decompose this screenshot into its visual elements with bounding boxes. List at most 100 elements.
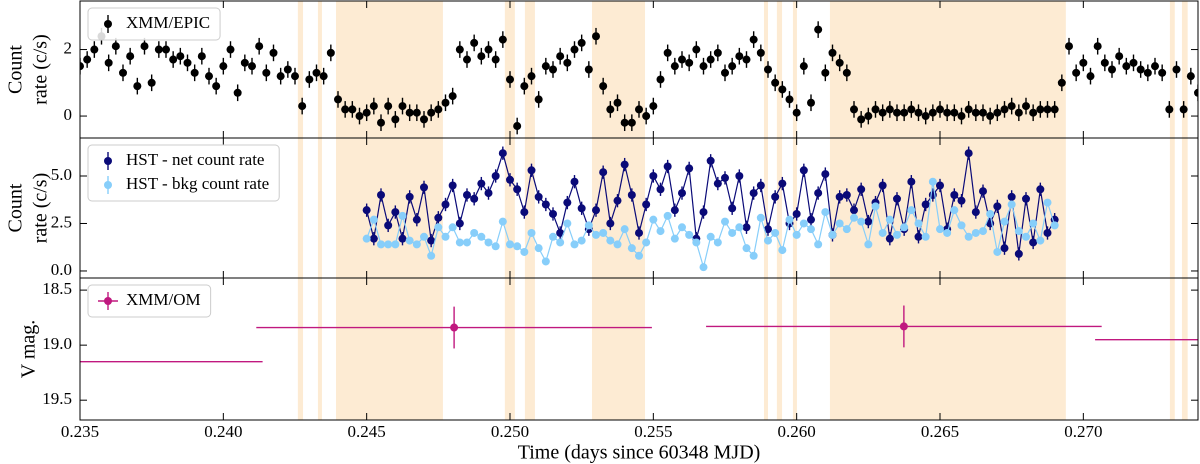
data-point (864, 217, 873, 226)
data-point (1036, 236, 1045, 245)
data-point (828, 230, 837, 239)
data-point (893, 194, 901, 203)
data-point (721, 68, 729, 77)
data-point (326, 48, 335, 57)
data-point (441, 232, 450, 241)
data-point (620, 225, 629, 234)
data-point (670, 234, 679, 243)
data-point (1115, 52, 1124, 61)
panel-axes: 0.235 0.240 0.245 0.250 0.255 0.260 0.265 0.270… (18, 277, 1199, 464)
data-point (979, 108, 987, 117)
data-point (957, 112, 966, 121)
data-point (513, 242, 522, 251)
data-point (369, 234, 378, 243)
data-point (262, 68, 271, 77)
data-point (721, 173, 729, 182)
panel (80, 1, 1198, 138)
shaded-interval (763, 138, 768, 278)
y-tick-label: 2 (64, 38, 73, 57)
shaded-interval (776, 278, 783, 420)
data-point (477, 52, 486, 61)
data-point (850, 206, 858, 215)
shaded-interval (792, 138, 797, 278)
data-point (950, 108, 959, 117)
data-point (520, 208, 529, 217)
data-point (541, 200, 550, 209)
data-point (742, 55, 751, 64)
data-point (1143, 68, 1152, 77)
data-point (219, 62, 228, 71)
data-point (1014, 227, 1023, 236)
data-point (979, 227, 987, 236)
data-point (713, 48, 722, 57)
shaded-interval (829, 278, 1066, 420)
data-point (678, 223, 686, 232)
data-point (556, 52, 565, 61)
data-point (971, 208, 980, 217)
shaded-interval (1169, 1, 1175, 138)
data-point (857, 115, 866, 124)
data-point (391, 240, 400, 249)
data-point (556, 228, 565, 237)
data-point (850, 213, 858, 222)
data-point (627, 244, 636, 253)
data-point (498, 149, 507, 158)
data-point (1043, 105, 1052, 114)
data-point (1093, 42, 1102, 51)
data-point (771, 192, 780, 201)
data-point (1014, 249, 1023, 258)
data-point (412, 215, 421, 224)
data-point (936, 181, 944, 190)
data-point (764, 236, 772, 245)
data-point (857, 217, 866, 226)
data-point (398, 234, 407, 243)
shaded-interval (1181, 138, 1188, 278)
data-point (276, 72, 285, 81)
data-point (1000, 217, 1009, 226)
data-point (728, 228, 737, 237)
data-point (957, 221, 966, 230)
legend-box (87, 284, 212, 318)
shaded-interval (591, 1, 646, 138)
data-point (61, 358, 69, 366)
data-point (398, 102, 407, 111)
data-point (1136, 65, 1145, 74)
shaded-interval (776, 1, 783, 138)
data-point (434, 213, 443, 222)
data-point (785, 215, 794, 224)
data-point (570, 45, 579, 54)
shaded-interval (829, 138, 1066, 278)
data-point (455, 238, 464, 247)
data-point (527, 228, 536, 237)
data-point (878, 228, 887, 237)
data-point (140, 42, 149, 51)
data-point (606, 219, 615, 228)
data-point (943, 228, 952, 237)
data-point (742, 244, 751, 253)
data-point (1072, 68, 1081, 77)
data-point (176, 52, 185, 61)
shaded-interval (297, 138, 304, 278)
data-point (921, 112, 930, 121)
data-point (477, 232, 486, 241)
shaded-interval (504, 1, 515, 138)
data-point (771, 228, 780, 237)
data-point (1014, 108, 1023, 117)
data-point (964, 105, 973, 114)
data-point (169, 55, 178, 64)
data-point (1022, 232, 1030, 241)
data-point (369, 215, 378, 224)
data-point (799, 62, 808, 71)
data-point (706, 232, 715, 241)
data-point (147, 78, 156, 87)
data-point (463, 190, 471, 199)
data-point (799, 219, 808, 228)
data-point (527, 166, 536, 175)
data-point (928, 177, 937, 186)
data-point (534, 244, 543, 253)
data-point (255, 42, 264, 51)
legend-marker (104, 181, 112, 189)
x-tick-label: 0.245 (348, 422, 386, 441)
data-point (398, 211, 407, 220)
